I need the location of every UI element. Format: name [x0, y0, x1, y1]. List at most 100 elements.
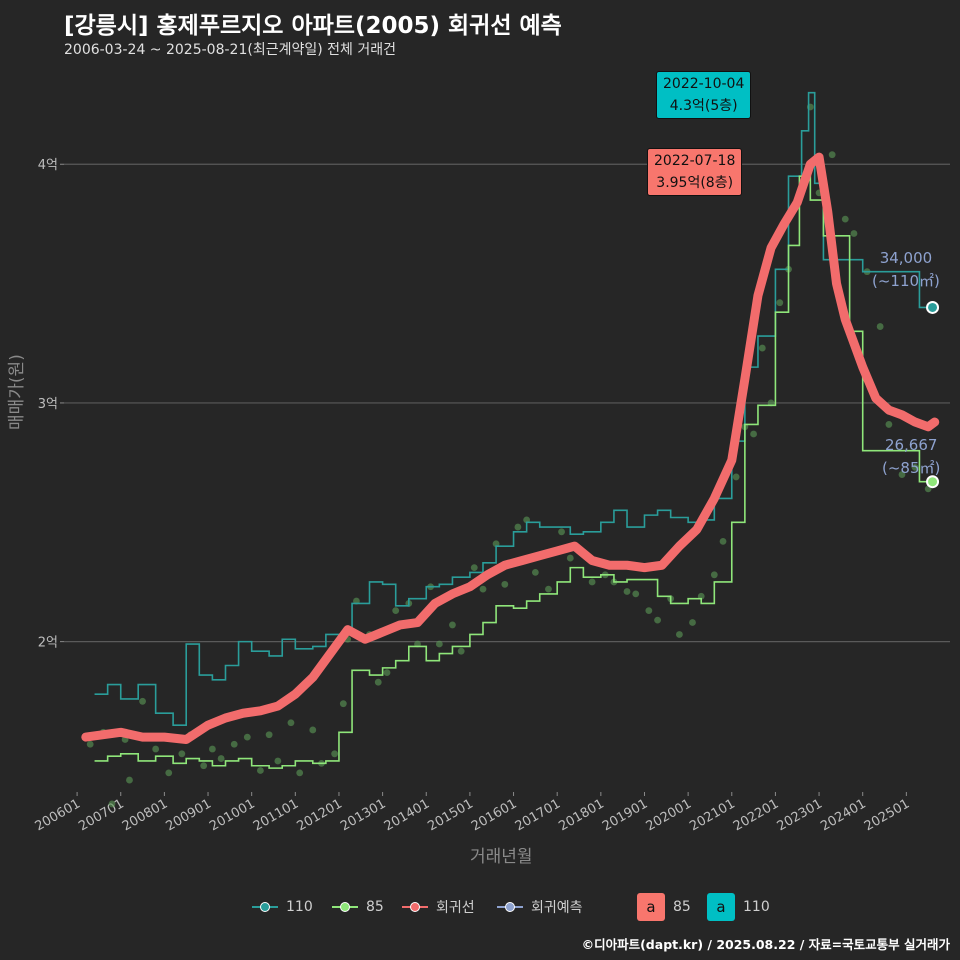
data-point-15: [257, 767, 264, 774]
legend-item-regression: 회귀선: [402, 893, 475, 921]
legend-label-forecast: 회귀예측: [531, 900, 583, 916]
data-point-77: [911, 463, 919, 471]
data-point-18: [287, 719, 295, 727]
x-tick-label-13: 201901: [600, 796, 650, 834]
data-point-34: [449, 621, 456, 629]
x-tick-label-11: 201701: [513, 796, 563, 834]
legend-item-110: 110: [252, 893, 313, 921]
data-point-10: [200, 762, 208, 770]
legend-label-85: 85: [366, 899, 384, 915]
data-point-7: [165, 769, 173, 777]
data-point-70: [828, 151, 836, 159]
data-point-44: [558, 528, 565, 536]
x-tick-label-3: 200901: [164, 796, 214, 834]
legend-label-110: 110: [286, 899, 313, 915]
x-tick-label-9: 201501: [425, 796, 475, 834]
data-point-8: [178, 750, 186, 758]
chart-legend: 110 85 회귀선 회귀예측 a 85 a 110: [0, 893, 960, 921]
x-tick-label-14: 202001: [644, 796, 694, 834]
x-tick-label-16: 202201: [731, 796, 781, 834]
x-axis-label: 거래년월: [470, 847, 533, 867]
x-tick-label-0: 200601: [33, 796, 83, 834]
data-point-53: [654, 616, 661, 624]
legend-item-85: 85: [332, 893, 384, 921]
end-label-110-area: (~110㎡): [872, 272, 940, 290]
callout-110-max: 2022-10-04 4.3억(5층): [656, 71, 752, 119]
data-point-28: [383, 669, 391, 677]
data-point-55: [675, 631, 683, 638]
data-point-35: [457, 647, 465, 655]
series-lines: [81, 91, 940, 769]
data-point-0: [86, 740, 94, 748]
x-tick-label-1: 200701: [76, 796, 126, 834]
legend-item-forecast: 회귀예측: [497, 893, 583, 921]
legend-key-110: [252, 899, 278, 915]
legend-key-regression: [402, 899, 428, 915]
end-label-110-value: 34,000: [879, 249, 933, 267]
data-point-4: [126, 776, 133, 784]
data-point-72: [850, 230, 858, 237]
end-label-85-value: 26,667: [884, 436, 938, 454]
data-point-19: [296, 769, 304, 777]
data-point-33: [435, 640, 443, 648]
data-point-60: [732, 473, 740, 481]
data-point-20: [309, 726, 317, 734]
chart-subtitle: 2006-03-24 ~ 2025-08-21(최근계약일) 전체 거래건: [64, 42, 396, 58]
y-tick-label-2: 4억: [38, 158, 58, 173]
data-point-51: [632, 590, 640, 598]
callout-110-date: 2022-10-04: [663, 76, 745, 92]
legend-box-85: a: [637, 893, 665, 921]
callout-85-value: 3.95억(8층): [656, 175, 734, 191]
data-point-39: [501, 580, 509, 588]
data-point-6: [152, 745, 160, 753]
data-point-42: [531, 569, 539, 576]
data-point-56: [689, 619, 696, 626]
x-tick-label-19: 202501: [862, 796, 912, 834]
data-point-14: [243, 733, 251, 741]
data-point-58: [710, 571, 718, 579]
data-point-40: [514, 523, 522, 531]
data-point-45: [566, 554, 574, 562]
end-label-85-area: (~85㎡): [882, 459, 941, 477]
end-points: [926, 300, 940, 489]
legend-box-item-110: a 110: [707, 893, 770, 921]
x-axis-ticks: 2006012007012008012009012010012011012012…: [33, 792, 912, 834]
x-tick-label-18: 202401: [818, 796, 868, 834]
callout-85-max: 2022-07-18 3.95억(8층): [647, 148, 743, 196]
x-tick-label-2: 200801: [120, 796, 170, 834]
data-point-50: [623, 588, 631, 595]
legend-box-label-85: 85: [673, 899, 691, 915]
data-point-75: [885, 421, 893, 428]
callout-110-value: 4.3억(5층): [669, 98, 738, 114]
data-point-5: [139, 697, 146, 705]
data-point-11: [208, 745, 216, 753]
callout-85-date: 2022-07-18: [654, 153, 736, 169]
legend-box-label-110: 110: [743, 899, 770, 915]
series-line-regression: [81, 152, 940, 744]
x-tick-label-12: 201801: [556, 796, 606, 834]
data-point-13: [230, 740, 238, 748]
data-point-59: [719, 537, 727, 545]
data-point-16: [265, 731, 273, 739]
data-point-47: [588, 578, 596, 586]
data-point-37: [479, 585, 487, 593]
data-point-17: [274, 757, 282, 765]
data-point-43: [545, 585, 552, 593]
legend-box-item-85: a 85: [637, 893, 691, 921]
chart-title: [강릉시] 홍제푸르지오 아파트(2005) 회귀선 예측: [64, 13, 562, 39]
data-point-23: [339, 700, 347, 708]
legend-key-forecast: [497, 899, 523, 915]
data-point-29: [392, 607, 400, 614]
x-tick-label-7: 201301: [338, 796, 388, 834]
y-tick-label-1: 3억: [38, 397, 58, 412]
grid-lines: [64, 163, 950, 643]
data-point-71: [841, 215, 849, 223]
data-point-12: [217, 755, 225, 762]
data-point-2: [108, 800, 116, 808]
source-credit: ©디아파트(dapt.kr) / 2025.08.22 / 자료=국토교통부 실…: [581, 937, 950, 952]
series-line-110: [94, 91, 933, 726]
data-point-63: [758, 344, 766, 352]
end-label-85: 26,667 (~85㎡): [882, 434, 940, 480]
x-tick-label-5: 201101: [251, 796, 301, 834]
